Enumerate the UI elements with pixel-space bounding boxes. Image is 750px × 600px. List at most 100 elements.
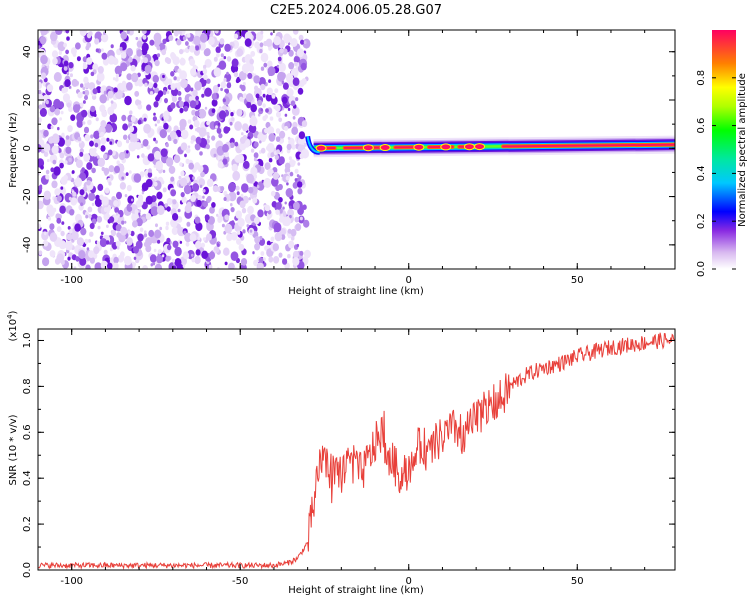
noise-blob: [212, 85, 219, 93]
snr-y-label: SNR (10 * v/v): [8, 414, 19, 485]
noise-blob: [190, 139, 194, 144]
noise-blob: [250, 104, 257, 113]
noise-blob: [127, 230, 132, 235]
noise-blob: [195, 136, 202, 144]
y-tick-label: 0.4: [22, 470, 33, 486]
noise-blob: [218, 60, 227, 70]
noise-blob: [291, 106, 300, 116]
noise-blob: [233, 71, 239, 78]
noise-blob: [253, 259, 259, 267]
noise-blob: [262, 257, 266, 262]
noise-blob: [64, 138, 72, 147]
noise-blob: [297, 162, 301, 166]
noise-blob: [82, 121, 86, 125]
noise-blob: [267, 60, 273, 68]
noise-blob: [189, 58, 196, 66]
noise-blob: [71, 231, 79, 241]
noise-blob: [66, 102, 72, 108]
noise-blob: [173, 30, 179, 37]
noise-blob: [297, 138, 302, 145]
noise-blob: [283, 212, 287, 218]
spectrogram-x-label: Height of straight line (km): [288, 286, 424, 297]
noise-blob: [292, 257, 300, 266]
noise-blob: [258, 107, 264, 115]
noise-blob: [198, 127, 207, 138]
noise-blob: [282, 206, 285, 210]
noise-blob: [60, 186, 64, 190]
noise-blob: [276, 149, 280, 155]
noise-blob: [113, 262, 119, 269]
noise-blob: [213, 153, 217, 158]
noise-blob: [193, 119, 200, 128]
noise-blob: [63, 86, 69, 93]
noise-blob: [100, 231, 104, 235]
carrier-peak: [474, 143, 486, 151]
noise-blob: [171, 227, 179, 236]
noise-blob: [73, 266, 77, 269]
noise-blob: [178, 175, 182, 180]
snr-y-ticks: 0.0 0.2 0.4 0.6 0.8 1.0: [22, 333, 675, 578]
noise-blob: [80, 227, 87, 236]
noise-blob: [81, 109, 88, 118]
noise-blob: [136, 49, 143, 57]
noise-blob: [38, 132, 42, 138]
y-tick-label: -40: [22, 237, 33, 253]
noise-blob: [115, 77, 119, 82]
noise-blob: [145, 195, 153, 205]
colorbar-tick-label: 0.2: [696, 213, 707, 229]
noise-blob: [135, 36, 139, 41]
noise-blob: [217, 217, 222, 224]
noise-blob: [220, 53, 224, 58]
noise-blob: [206, 78, 211, 84]
noise-blob: [257, 99, 263, 106]
noise-blob: [226, 71, 229, 76]
noise-blob: [199, 33, 208, 43]
noise-blob: [284, 201, 287, 205]
noise-blob: [99, 238, 107, 248]
noise-blob: [211, 99, 218, 107]
noise-blob: [272, 243, 279, 252]
noise-blob: [202, 87, 206, 91]
noise-blob: [270, 190, 276, 197]
noise-blob: [292, 77, 300, 86]
noise-blob: [170, 189, 177, 197]
noise-blob: [79, 30, 87, 37]
noise-blob: [86, 247, 90, 251]
noise-blob: [287, 233, 292, 239]
snr-x-ticks: -100 -50 0 50: [37, 329, 646, 587]
noise-blob: [229, 137, 235, 145]
noise-blob: [155, 160, 164, 171]
noise-blob: [223, 197, 227, 201]
noise-blob: [176, 85, 181, 90]
noise-blob: [85, 214, 89, 219]
noise-blob: [39, 36, 47, 45]
x-tick-label: -50: [232, 576, 248, 587]
noise-blob: [82, 91, 86, 95]
noise-blob: [262, 103, 266, 108]
noise-blob: [154, 59, 160, 67]
noise-blob: [300, 39, 305, 45]
noise-blob: [153, 82, 158, 89]
noise-blob: [162, 90, 167, 95]
noise-blob: [209, 206, 215, 214]
noise-blob: [286, 182, 289, 186]
noise-blob: [64, 160, 68, 165]
noise-blob: [59, 162, 64, 169]
noise-blob: [120, 62, 128, 72]
noise-blob: [230, 112, 234, 117]
noise-blob: [179, 70, 188, 80]
noise-blob: [263, 178, 272, 188]
noise-blob: [188, 96, 193, 101]
noise-blob: [79, 102, 84, 108]
noise-blob: [154, 87, 160, 94]
noise-blob: [87, 206, 93, 213]
noise-blob: [50, 31, 58, 42]
noise-blob: [67, 226, 71, 230]
noise-blob: [86, 180, 91, 186]
noise-blob: [177, 68, 182, 74]
noise-blob: [141, 30, 147, 35]
noise-blob: [156, 205, 165, 216]
noise-blob: [149, 91, 154, 96]
noise-blob: [242, 123, 249, 132]
noise-blob: [238, 243, 245, 251]
